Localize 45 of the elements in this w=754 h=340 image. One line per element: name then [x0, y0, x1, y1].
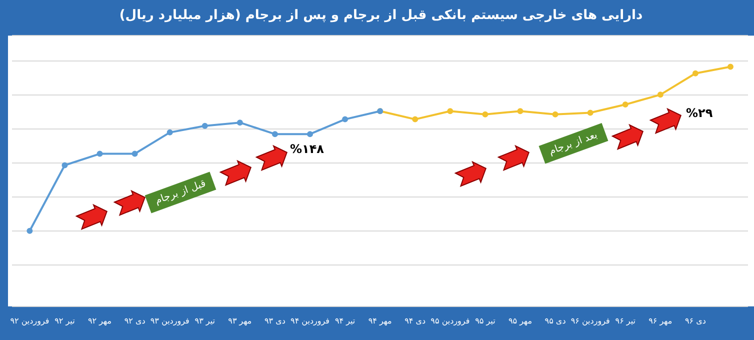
x-tick-label: تیر ۹۲ — [54, 316, 75, 326]
point — [62, 162, 68, 168]
x-tick-label: مهر ۹۴ — [368, 316, 392, 326]
x-tick-label: دی ۹۴ — [404, 316, 426, 326]
x-tick-label: فروردین ۹۲ — [10, 316, 50, 326]
point — [202, 122, 208, 129]
annotation: %۲۹ — [686, 106, 713, 120]
point — [517, 108, 524, 114]
x-tick-label: مهر ۹۲ — [88, 316, 112, 326]
x-tick-label: فروردین ۹۶ — [570, 316, 610, 326]
x-tick-label: فروردین ۹۵ — [430, 316, 470, 326]
point — [272, 131, 278, 138]
x-tick-label: تیر ۹۴ — [334, 316, 356, 326]
x-tick-label: دی ۹۳ — [264, 316, 286, 326]
point — [96, 150, 103, 157]
point — [447, 108, 454, 114]
x-tick-label: مهر ۹۵ — [508, 316, 532, 326]
point — [692, 70, 698, 76]
x-tick-label: تیر ۹۶ — [615, 316, 636, 326]
annotation: بعد از برجام — [538, 123, 608, 164]
point — [132, 150, 138, 157]
point — [552, 111, 558, 118]
x-tick-label: مهر ۹۶ — [648, 316, 672, 326]
point — [307, 131, 313, 138]
point — [727, 64, 734, 70]
point — [342, 116, 348, 122]
point — [587, 110, 594, 116]
x-tick-label: تیر ۹۵ — [475, 316, 496, 326]
point — [166, 129, 173, 136]
point — [236, 120, 243, 126]
x-tick-label: دی ۹۵ — [544, 316, 566, 326]
point — [657, 92, 664, 98]
x-tick-label: تیر ۹۳ — [194, 316, 215, 326]
point — [26, 228, 33, 234]
x-tick-label: مهر ۹۳ — [228, 316, 252, 326]
x-tick-label: دی ۹۲ — [124, 316, 146, 326]
x-tick-label: فروردین ۹۳ — [150, 316, 190, 326]
x-tick-label: دی ۹۶ — [684, 316, 706, 326]
chart-title: دارایی های خارجی سیستم بانکی قبل از برجام و پس از برجام (هزار میلیارد ریال) — [119, 8, 643, 24]
point — [482, 111, 488, 118]
point — [622, 102, 628, 108]
annotation: %۱۴۸ — [290, 142, 324, 156]
point — [412, 116, 418, 122]
x-tick-label: فروردین ۹۴ — [290, 316, 330, 326]
annotation: قبل از برجام — [144, 172, 216, 214]
